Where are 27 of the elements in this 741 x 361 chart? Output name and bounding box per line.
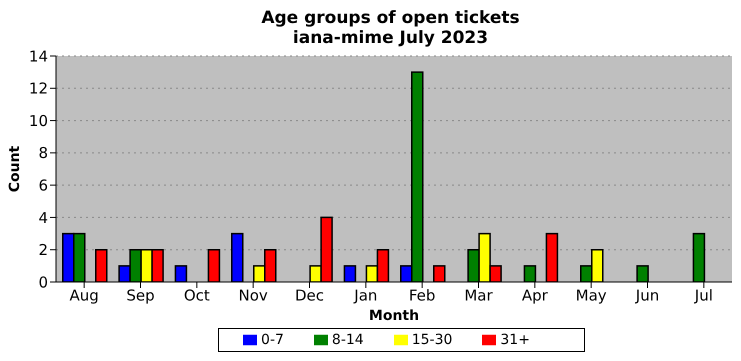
y-tick-label: 10 (28, 112, 48, 130)
y-tick-label: 0 (38, 273, 48, 292)
y-tick-label: 8 (38, 144, 48, 162)
x-tick-label: May (576, 286, 607, 305)
x-tick-label: Dec (294, 286, 324, 305)
x-tick-label: Feb (408, 286, 436, 305)
x-tick-label: Jul (694, 286, 713, 305)
x-tick-label: Mar (464, 286, 494, 305)
y-tick-label: 4 (38, 208, 48, 227)
x-tick-label: Aug (70, 286, 99, 305)
x-axis-title: Month (368, 308, 420, 324)
x-tick-label: Apr (522, 286, 549, 305)
x-tick-label: Jun (634, 286, 660, 305)
y-tick-label: 2 (38, 241, 48, 260)
legend-label: 8-14 (332, 332, 364, 348)
legend-label: 15-30 (412, 332, 452, 348)
x-tick-label: Sep (126, 286, 155, 305)
x-tick-label: Nov (238, 286, 268, 305)
y-axis-title: Count (6, 145, 23, 192)
y-tick-label: 14 (28, 47, 48, 66)
x-tick-label: Jan (353, 286, 378, 305)
legend-label: 0-7 (261, 332, 284, 348)
x-tick-label: Oct (184, 286, 210, 305)
chart-title: Age groups of open tickets iana-mime July 2023 (260, 8, 521, 48)
legend-label: 31+ (500, 332, 530, 348)
y-tick-label: 6 (38, 176, 48, 194)
y-tick-label: 12 (28, 80, 48, 98)
